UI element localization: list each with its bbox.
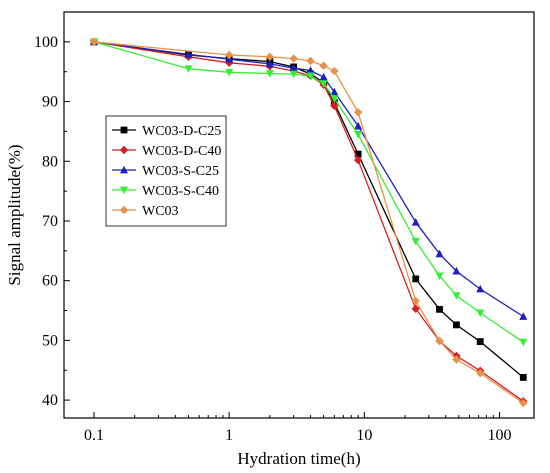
data-point — [184, 50, 193, 58]
data-point — [412, 275, 420, 283]
data-point — [435, 249, 444, 258]
data-point — [354, 121, 363, 130]
legend-label: WC03-D-C25 — [142, 124, 221, 139]
series-4 — [89, 38, 528, 347]
legend-marker — [120, 126, 128, 134]
data-point — [306, 66, 315, 74]
y-tick-label: 90 — [42, 94, 58, 111]
data-point — [330, 95, 339, 103]
data-point — [435, 336, 444, 346]
legend-item: WC03-S-C25 — [112, 164, 219, 179]
data-point — [519, 398, 528, 408]
data-point — [265, 70, 274, 78]
data-point — [519, 374, 527, 381]
data-point — [306, 72, 315, 81]
data-point — [289, 63, 298, 72]
legend-marker — [119, 145, 129, 155]
data-point — [354, 130, 363, 139]
data-point — [353, 155, 363, 165]
data-point — [452, 266, 461, 275]
data-point — [476, 284, 485, 293]
legend-item: WC03-D-C40 — [112, 144, 221, 159]
legend-item: WC03-S-C40 — [112, 184, 219, 199]
data-point — [452, 292, 461, 300]
x-tick-label: 1 — [225, 427, 233, 444]
legend-item: WC03 — [112, 204, 179, 219]
data-point — [519, 312, 528, 320]
x-tick-label: 10 — [356, 427, 372, 444]
legend: WC03-D-C25 WC03-D-C40 WC03-S-C25 WC03-S-C40… — [105, 115, 227, 227]
data-point — [289, 54, 298, 63]
data-point — [411, 296, 420, 306]
data-point — [453, 321, 460, 329]
data-point — [319, 61, 328, 70]
data-point — [319, 72, 328, 81]
y-tick-label: 70 — [42, 213, 58, 230]
y-tick-label: 100 — [34, 34, 58, 51]
legend-item: WC03-D-C25 — [112, 124, 221, 139]
data-point — [435, 272, 444, 281]
data-point — [224, 50, 234, 60]
legend-marker — [119, 205, 129, 215]
y-tick-label: 40 — [42, 392, 58, 409]
legend-marker — [120, 186, 128, 195]
data-point — [319, 80, 328, 88]
y-tick-label: 80 — [42, 153, 58, 170]
data-point — [225, 68, 234, 77]
data-point — [436, 305, 443, 313]
legend-marker — [120, 165, 128, 174]
data-point — [411, 217, 420, 226]
data-point — [306, 56, 315, 66]
y-axis-title: Signal amplitude(%) — [5, 144, 24, 285]
plot-frame — [63, 11, 535, 419]
data-point — [330, 101, 339, 110]
data-point — [354, 150, 362, 158]
series-layer — [89, 37, 528, 408]
data-point — [265, 52, 275, 61]
data-point — [289, 70, 298, 79]
data-point — [330, 66, 339, 76]
x-tick-label: 0.1 — [84, 427, 104, 444]
series-line — [93, 41, 524, 402]
axes: 40 50 60 70 80 90 100 0.1 1 10 100 — [34, 11, 535, 444]
legend-label: WC03 — [142, 204, 179, 219]
data-point — [452, 355, 461, 364]
y-tick-label: 50 — [42, 332, 58, 349]
series-line — [93, 41, 524, 318]
legend-label: WC03-S-C25 — [142, 164, 219, 179]
series-5 — [89, 37, 528, 408]
legend-label: WC03-D-C40 — [142, 144, 221, 159]
data-point — [476, 369, 485, 378]
data-point — [89, 37, 99, 47]
data-point — [411, 237, 420, 246]
data-point — [476, 309, 485, 318]
data-point — [353, 108, 363, 117]
x-axis-title: Hydration time(h) — [237, 449, 360, 468]
data-point — [265, 59, 274, 68]
data-point — [330, 87, 339, 96]
data-point — [184, 65, 193, 73]
data-point — [476, 338, 484, 345]
data-point — [411, 304, 420, 313]
y-tick-label: 60 — [42, 273, 58, 290]
data-point — [519, 338, 528, 347]
legend-label: WC03-S-C40 — [142, 184, 219, 199]
x-tick-label: 100 — [487, 427, 511, 444]
